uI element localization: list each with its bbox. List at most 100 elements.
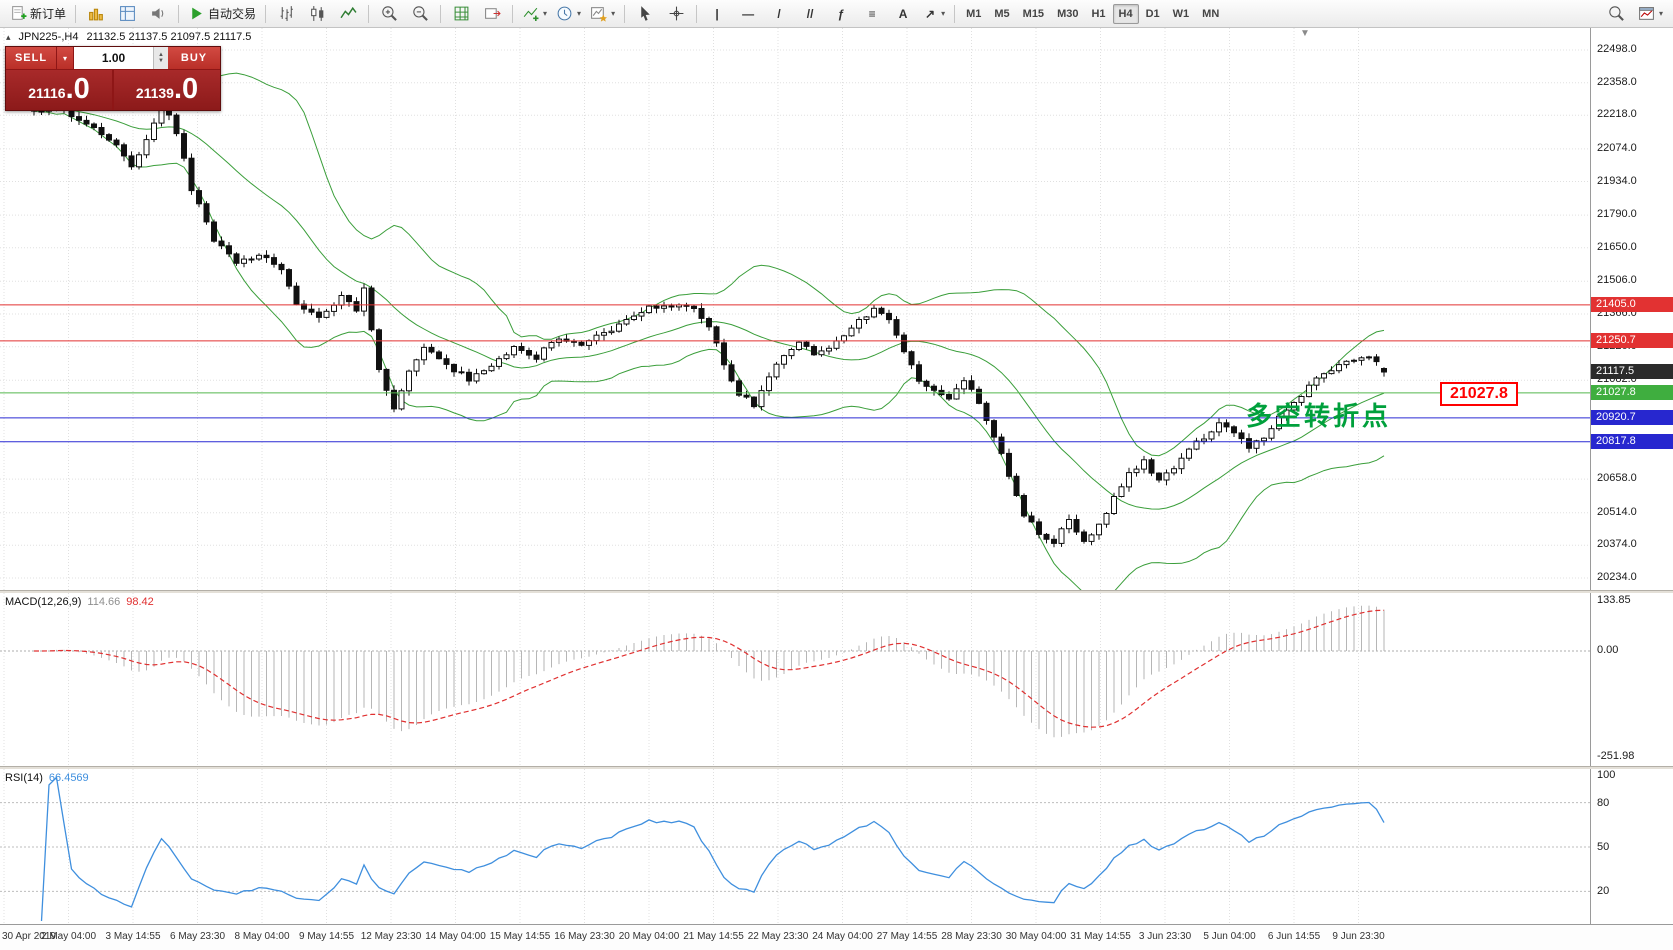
- time-tick: 21 May 14:55: [683, 931, 744, 942]
- bollinger-middle-band: [33, 108, 1385, 510]
- toolbar-separator: [512, 4, 514, 23]
- vertical-line-icon[interactable]: |: [715, 6, 719, 21]
- timeframe-h4[interactable]: H4: [1112, 3, 1139, 24]
- price-level-callout: 21027.8: [1440, 382, 1518, 406]
- rsi-axis[interactable]: 100 80 50 20: [1590, 769, 1673, 924]
- rsi-axis-tick: 80: [1597, 797, 1610, 809]
- auto-scroll-icon: [454, 6, 468, 21]
- time-axis[interactable]: 30 Apr 2019 2 May 04:00 3 May 14:55 6 May 2…: [0, 924, 1673, 950]
- price-tick: 21650.0: [1597, 241, 1637, 253]
- rsi-panel: 100 80 50 20 RSI(14) 66.4569: [0, 769, 1673, 924]
- new-window-icon[interactable]: ▾: [1634, 2, 1667, 26]
- price-tick: 22074.0: [1597, 142, 1637, 154]
- chevron-down-icon: ▾: [1658, 9, 1663, 18]
- crosshair-icon[interactable]: [661, 2, 691, 26]
- chart-shift-marker[interactable]: ▼: [1300, 28, 1310, 39]
- timeframe-m5[interactable]: M5: [994, 7, 1010, 20]
- time-tick: 6 May 23:30: [169, 931, 226, 942]
- time-tick: 8 May 04:00: [234, 931, 290, 942]
- zoom-out-icon[interactable]: [405, 2, 435, 26]
- timeframe-h1[interactable]: H1: [1091, 7, 1106, 20]
- time-tick: 30 Apr 2019: [2, 931, 56, 942]
- market-watch-icon[interactable]: [81, 2, 111, 26]
- auto-scroll-icon[interactable]: [446, 2, 476, 26]
- time-tick: 16 May 23:30: [554, 931, 615, 942]
- price-axis[interactable]: 22498.0 22358.0 22218.0 22074.0 21934.0 21790…: [1590, 28, 1673, 590]
- line-chart-icon: [339, 6, 357, 19]
- macd-panel: 133.85 0.00 -251.98 MACD(12,26,9) 114.66 98.…: [0, 593, 1673, 766]
- navigator-icon[interactable]: [112, 2, 142, 26]
- autotrading-button[interactable]: 自动交易: [184, 2, 260, 26]
- macd-chart[interactable]: [0, 593, 1590, 766]
- indicators-icon[interactable]: ▾: [518, 2, 551, 26]
- chart-window-icon: ▴: [6, 31, 11, 42]
- volume-down-icon[interactable]: ▼: [158, 58, 164, 64]
- time-tick: 28 May 23:30: [941, 931, 1002, 942]
- time-tick: 9 May 14:55: [298, 931, 355, 942]
- terminal-icon[interactable]: [143, 2, 173, 26]
- candle-chart-icon[interactable]: [302, 2, 332, 26]
- volume-stepper[interactable]: ▲ ▼: [153, 47, 168, 69]
- toolbar-separator: [265, 4, 267, 23]
- macd-main-value: 114.66: [87, 596, 121, 608]
- bar-chart-icon[interactable]: [271, 2, 301, 26]
- zoom-in-icon[interactable]: [374, 2, 404, 26]
- symbol-header: ▴ JPN225-,H4 21132.5 21137.5 21097.5 211…: [6, 31, 251, 43]
- time-tick: 3 May 14:55: [105, 931, 161, 942]
- timeframe-w1[interactable]: W1: [1172, 7, 1190, 20]
- periods-icon[interactable]: ▾: [552, 2, 585, 26]
- price-tick: 20658.0: [1597, 472, 1637, 484]
- chart-shift-icon[interactable]: [477, 2, 507, 26]
- toolbar-separator: [368, 4, 370, 23]
- time-tick: 9 Jun 23:30: [1332, 931, 1385, 942]
- timeframe-m1[interactable]: M1: [966, 7, 982, 20]
- channel-icon[interactable]: //: [806, 6, 814, 21]
- bull-candles: [46, 103, 1372, 544]
- macd-label: MACD(12,26,9): [5, 596, 82, 608]
- macd-axis[interactable]: 133.85 0.00 -251.98: [1590, 593, 1673, 766]
- time-tick: 30 May 04:00: [1005, 931, 1067, 942]
- horizontal-line-icon[interactable]: —: [742, 6, 755, 21]
- rsi-axis-tick: 100: [1597, 769, 1616, 781]
- macd-histogram: [48, 605, 1385, 738]
- toolbar-separator: [178, 4, 180, 23]
- volume-input[interactable]: 1.00: [74, 47, 153, 69]
- sell-price[interactable]: 21116.0: [6, 70, 112, 110]
- timeframe-m30[interactable]: M30: [1057, 7, 1079, 20]
- time-tick: 31 May 14:55: [1070, 931, 1131, 942]
- text-icon[interactable]: A: [898, 6, 908, 21]
- turning-point-annotation: 多空转折点: [1246, 401, 1392, 431]
- ohlc-readout: 21132.5 21137.5 21097.5 21117.5: [86, 31, 252, 43]
- sell-button[interactable]: SELL: [6, 47, 56, 69]
- bear-candles: [31, 103, 1387, 544]
- trendline-icon[interactable]: /: [777, 6, 781, 21]
- price-chart[interactable]: [0, 28, 1590, 590]
- buy-price[interactable]: 21139.0: [114, 70, 220, 110]
- navigator-icon: [119, 6, 135, 21]
- indicators-icon: [523, 7, 539, 21]
- timeframe-m15[interactable]: M15: [1022, 7, 1045, 20]
- rsi-chart[interactable]: [0, 769, 1590, 924]
- cursor-icon[interactable]: [630, 2, 660, 26]
- toolbar: 新订单 自动交易 ▾ ▾ ▾ | — ///ƒ ≡ A ↗ ▾ M1 M5 M15 M30 H1 H4 D1 W1 MN…: [0, 0, 1673, 28]
- cycle-lines-icon[interactable]: ≡: [868, 6, 876, 21]
- volume-up-icon[interactable]: ▲: [158, 52, 164, 58]
- new-order-button[interactable]: 新订单: [6, 2, 70, 26]
- price-marker-20817.8: 20817.8: [1591, 434, 1673, 449]
- macd-signal-line: [34, 609, 1385, 728]
- fibonacci-icon[interactable]: ƒ: [837, 6, 845, 21]
- buy-button[interactable]: BUY: [168, 47, 220, 69]
- price-tick: 22498.0: [1597, 43, 1637, 55]
- chevron-down-icon: ▾: [941, 9, 946, 18]
- line-chart-icon[interactable]: [333, 2, 363, 26]
- macd-label-row: MACD(12,26,9) 114.66 98.42: [5, 596, 154, 608]
- search-icon[interactable]: [1602, 2, 1632, 26]
- timeframe-d1[interactable]: D1: [1145, 7, 1160, 20]
- timeframe-mn[interactable]: MN: [1202, 7, 1220, 20]
- price-tick: 22218.0: [1597, 108, 1637, 120]
- time-tick: 27 May 14:55: [876, 931, 938, 942]
- order-options-dropdown[interactable]: ▾: [56, 47, 74, 69]
- templates-icon[interactable]: ▾: [586, 2, 619, 26]
- arrow-tool-icon[interactable]: ↗ ▾: [925, 6, 946, 21]
